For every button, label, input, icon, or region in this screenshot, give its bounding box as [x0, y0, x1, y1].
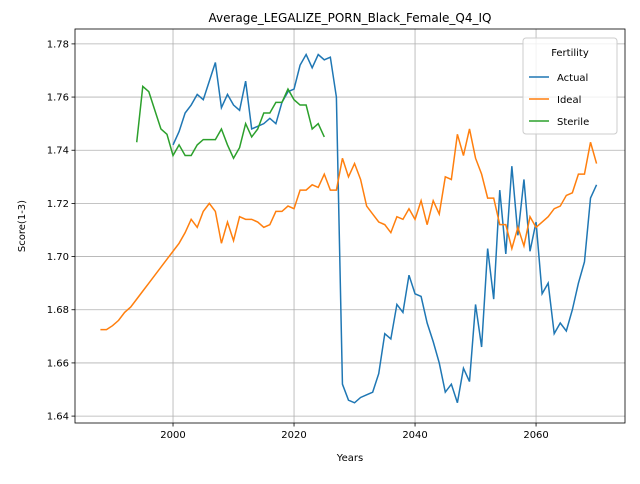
x-tick-label: 2040	[402, 430, 427, 441]
y-tick-label: 1.72	[47, 199, 69, 210]
plot-frame	[74, 28, 626, 424]
legend-label: Ideal	[557, 95, 581, 106]
y-axis-label: Score(1-3)	[17, 200, 28, 252]
y-tick-label: 1.64	[47, 412, 69, 423]
line	[135, 84, 325, 160]
y-tick-label: 1.66	[47, 358, 69, 369]
legend-box	[522, 37, 618, 135]
line	[172, 52, 598, 404]
y-tick-label: 1.78	[47, 39, 69, 50]
line	[100, 128, 598, 331]
x-tick-label: 2060	[523, 430, 548, 441]
legend-title: Fertility	[551, 48, 589, 59]
y-tick-label: 1.68	[47, 305, 69, 316]
chart-title: Average_LEGALIZE_PORN_Black_Female_Q4_IQ	[209, 11, 492, 25]
legend-label: Actual	[557, 73, 588, 84]
y-tick-label: 1.70	[47, 252, 69, 263]
x-tick-label: 2020	[281, 430, 306, 441]
legend-label: Sterile	[557, 117, 589, 128]
x-axis-label: Years	[336, 453, 363, 464]
y-tick-label: 1.74	[47, 146, 69, 157]
y-tick-label: 1.76	[47, 93, 69, 104]
x-tick-label: 2000	[160, 430, 185, 441]
